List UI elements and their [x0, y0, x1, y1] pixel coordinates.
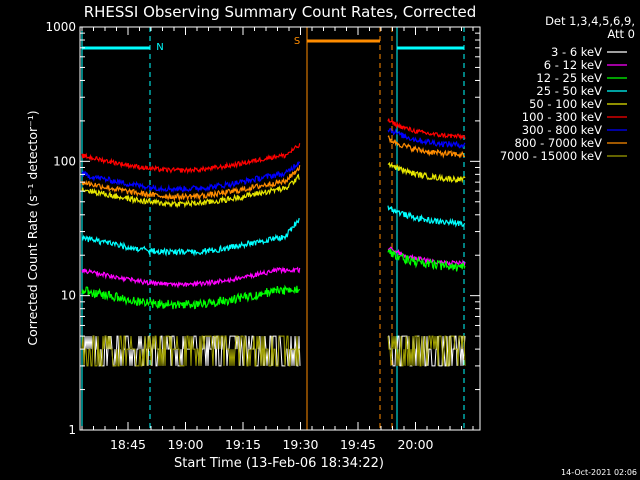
series-line-300-800-kev [387, 127, 466, 149]
legend-entry: 6 - 12 keV [544, 58, 602, 72]
legend-entry: 50 - 100 keV [529, 97, 602, 111]
legend-entry: 12 - 25 keV [536, 71, 602, 85]
series-line-300-800-kev [81, 160, 301, 194]
x-tick-label: 19:45 [340, 437, 376, 452]
series-line-25-50-kev [387, 205, 466, 228]
y-tick-label: 10 [61, 289, 76, 303]
legend-entry: 25 - 50 keV [536, 84, 602, 98]
series-line-50-100-kev [81, 173, 300, 209]
series-line-6-12-kev [387, 246, 466, 268]
series-line-6-12-kev [81, 266, 301, 289]
series-line-800-7000-kev [81, 165, 301, 202]
series-line-800-7000-kev [387, 134, 465, 159]
series-line-12-25-kev [81, 284, 301, 310]
detector-label-1: Det 1,3,4,5,6,9, [545, 14, 635, 28]
saa-marker-label: S [294, 36, 300, 47]
series-line-12-25-kev [387, 248, 466, 272]
series-line-7000-15000-kev [387, 335, 466, 367]
chart-title: RHESSI Observing Summary Count Rates, Co… [84, 3, 477, 21]
x-axis-label: Start Time (13-Feb-06 18:34:22) [174, 456, 384, 471]
y-tick-label: 1 [68, 423, 76, 437]
detector-label-2: Att 0 [607, 27, 635, 41]
series-line-100-300-kev [81, 143, 301, 175]
series-line-100-300-kev [387, 118, 466, 141]
plot-frame [79, 26, 481, 431]
timestamp: 14-Oct-2021 02:06 [561, 468, 637, 477]
x-tick-label: 20:00 [397, 437, 433, 452]
legend-entry: 100 - 300 keV [522, 110, 602, 124]
legend-entry: 300 - 800 keV [522, 123, 602, 137]
data-layer: NS [81, 27, 466, 430]
y-tick-label: 100 [53, 154, 76, 168]
night-marker-label: N [156, 42, 163, 53]
legend-entry: 3 - 6 keV [551, 45, 602, 59]
series-line-25-50-kev [81, 217, 300, 257]
x-tick-label: 19:00 [167, 437, 203, 452]
x-tick-label: 18:45 [110, 437, 146, 452]
series-line-7000-15000-kev [81, 335, 300, 367]
axes-layer: 1 10 100 1000 18:45 19:00 19:15 19:30 19:45 20:00 [45, 20, 481, 452]
legend-entry: 7000 - 15000 keV [500, 149, 602, 163]
x-tick-label: 19:15 [225, 437, 261, 452]
x-tick-label: 19:30 [282, 437, 318, 452]
y-axis-label: Corrected Count Rate (s⁻¹ detector⁻¹) [25, 110, 40, 345]
legend-entry: 800 - 7000 keV [514, 136, 602, 150]
y-tick-label: 1000 [45, 20, 76, 34]
series-line-50-100-kev [387, 161, 466, 184]
